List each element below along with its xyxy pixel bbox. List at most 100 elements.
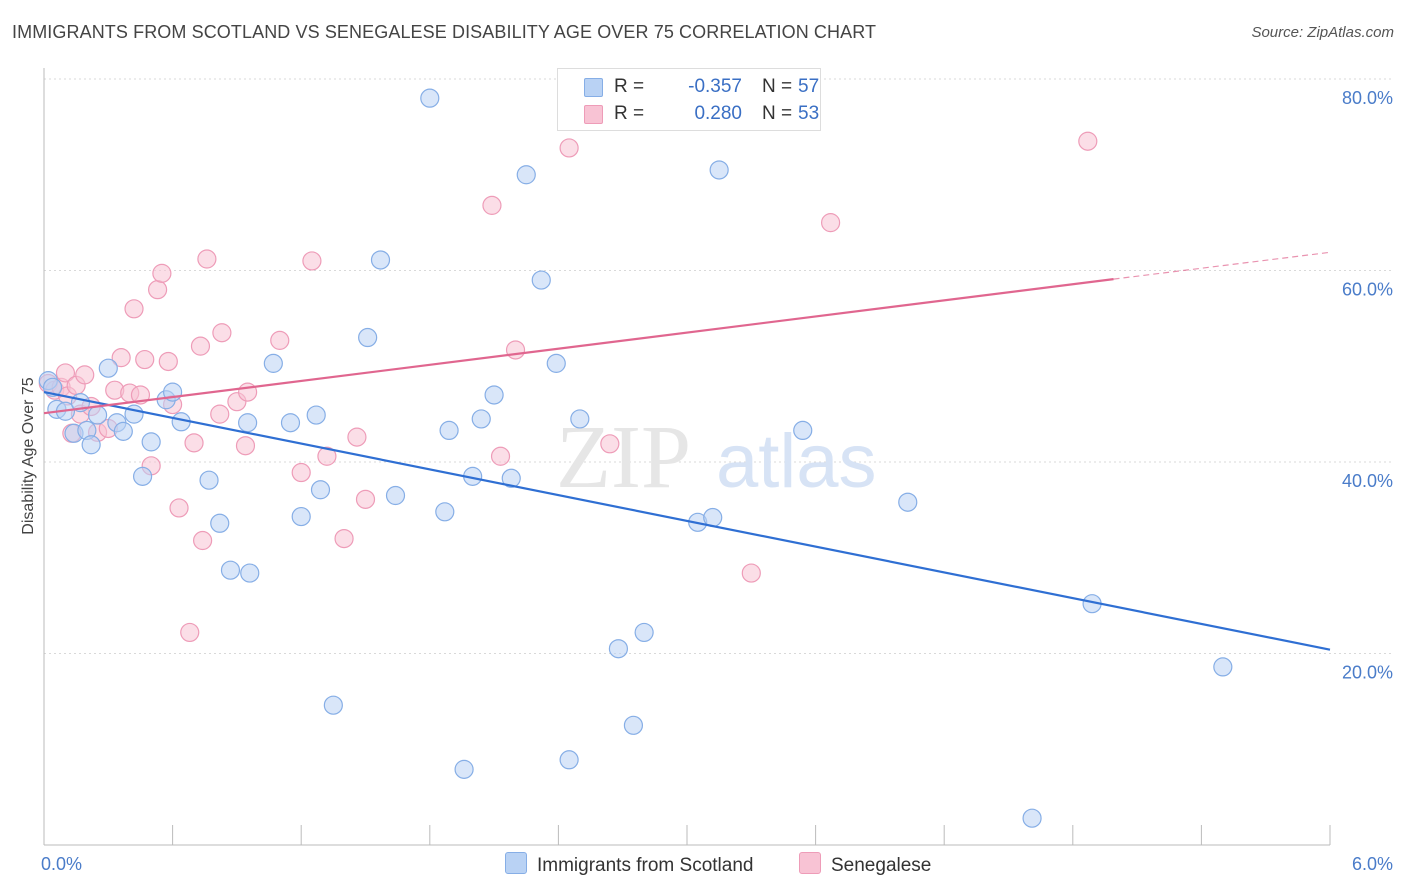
scotland-point xyxy=(1022,808,1042,828)
scotland-point xyxy=(306,405,326,425)
scotland-point xyxy=(113,421,133,441)
scotland-point xyxy=(546,353,566,373)
scotland-points xyxy=(38,88,1233,828)
legend-r-value: -0.357 xyxy=(688,76,742,97)
senegalese-points xyxy=(38,131,1098,643)
senegalese-point xyxy=(135,349,155,370)
scotland-trend-line xyxy=(43,391,1331,651)
scotland-point xyxy=(709,160,729,180)
tick-labels: 20.0% 40.0% 60.0% 80.0% 0.0% 6.0% xyxy=(41,88,1393,874)
scotland-point xyxy=(471,409,491,429)
y-tick-label: 40.0% xyxy=(1342,471,1393,491)
senegalese-point xyxy=(158,351,178,372)
x-tick-label: 0.0% xyxy=(41,854,82,874)
y-tick-label: 20.0% xyxy=(1342,663,1393,683)
legend-n-label: N = xyxy=(762,76,793,97)
senegalese-point xyxy=(490,446,511,466)
scotland-point xyxy=(370,250,391,270)
senegalese-point xyxy=(197,249,217,269)
senegalese-point xyxy=(317,446,337,466)
senegalese-point xyxy=(291,462,311,483)
scotland-point xyxy=(420,88,440,108)
legend-swatch-pink xyxy=(799,852,821,874)
legend-item-senegalese[interactable]: Senegalese xyxy=(799,852,931,877)
y-axis-title: Disability Age Over 75 xyxy=(20,377,37,535)
legend-n-label: N = xyxy=(762,103,793,124)
senegalese-point xyxy=(180,622,200,643)
scotland-point xyxy=(240,563,260,583)
chart-title: IMMIGRANTS FROM SCOTLAND VS SENEGALESE D… xyxy=(12,22,877,42)
senegalese-point xyxy=(212,323,232,343)
senegalese-point xyxy=(600,434,620,454)
senegalese-point xyxy=(334,528,354,549)
legend-swatch-pink xyxy=(584,105,603,124)
legend-label-scotland: Immigrants from Scotland xyxy=(537,855,754,876)
legend-label-senegalese: Senegalese xyxy=(831,855,932,876)
legend-r-label: R = xyxy=(614,103,645,124)
stats-legend: R = -0.357 N = 57 R = 0.280 N = 53 xyxy=(557,68,821,131)
scotland-point xyxy=(280,413,301,433)
scotland-point xyxy=(98,358,118,378)
scotland-point xyxy=(484,385,504,405)
senegalese-point xyxy=(210,404,230,424)
scotland-point xyxy=(570,409,590,429)
scotland-point xyxy=(623,715,644,735)
scotland-point xyxy=(793,420,813,441)
senegalese-point xyxy=(559,138,579,158)
scotland-point xyxy=(291,506,311,527)
senegalese-point xyxy=(190,336,211,356)
scotland-point xyxy=(608,639,629,659)
scotland-point xyxy=(898,492,918,512)
source-credit: Source: ZipAtlas.com xyxy=(1251,24,1394,41)
senegalese-point xyxy=(147,280,168,300)
scotland-point xyxy=(81,435,101,455)
legend-r-value: 0.280 xyxy=(694,103,742,124)
scotland-point xyxy=(454,759,474,779)
senegalese-point xyxy=(169,498,189,518)
senegalese-point xyxy=(184,433,204,453)
legend-n-value: 57 xyxy=(798,76,820,97)
senegalese-point xyxy=(302,251,322,271)
scotland-point xyxy=(531,270,551,290)
scotland-point xyxy=(358,327,378,348)
senegalese-point xyxy=(347,427,367,447)
senegalese-point xyxy=(111,348,131,368)
y-tick-label: 60.0% xyxy=(1342,280,1393,300)
axes xyxy=(43,68,1331,846)
scotland-point xyxy=(263,353,283,373)
scotland-point xyxy=(501,468,521,488)
legend-swatch-blue xyxy=(584,78,603,97)
senegalese-point xyxy=(741,563,761,583)
scotland-point xyxy=(323,695,343,715)
scotland-point xyxy=(141,432,161,452)
scotland-point xyxy=(435,502,455,522)
senegalese-trend-line xyxy=(43,278,1114,415)
trend-lines xyxy=(43,251,1331,651)
senegalese-trend-extension xyxy=(1113,251,1331,280)
scotland-point xyxy=(210,513,230,533)
senegalese-point xyxy=(821,213,841,233)
senegalese-point xyxy=(505,340,526,360)
legend-r-label: R = xyxy=(614,76,645,97)
legend-swatch-blue xyxy=(505,852,527,874)
senegalese-point xyxy=(124,299,144,319)
senegalese-point xyxy=(193,530,213,551)
scotland-point xyxy=(132,466,153,486)
senegalese-point xyxy=(482,195,502,215)
scotland-point xyxy=(87,405,108,425)
scotland-point xyxy=(310,480,331,500)
scotland-point xyxy=(439,420,459,441)
scotland-point xyxy=(1213,657,1233,677)
x-tick-label: 6.0% xyxy=(1352,854,1393,874)
y-tick-label: 80.0% xyxy=(1342,88,1393,108)
senegalese-point xyxy=(152,263,172,283)
scotland-point xyxy=(634,622,654,643)
scotland-point xyxy=(238,413,258,433)
senegalese-point xyxy=(75,365,95,385)
senegalese-point xyxy=(1078,131,1098,151)
watermark: ZIP atlas xyxy=(556,408,877,507)
legend-item-scotland[interactable]: Immigrants from Scotland xyxy=(505,852,753,877)
senegalese-point xyxy=(235,436,256,456)
scotland-point xyxy=(220,560,241,580)
